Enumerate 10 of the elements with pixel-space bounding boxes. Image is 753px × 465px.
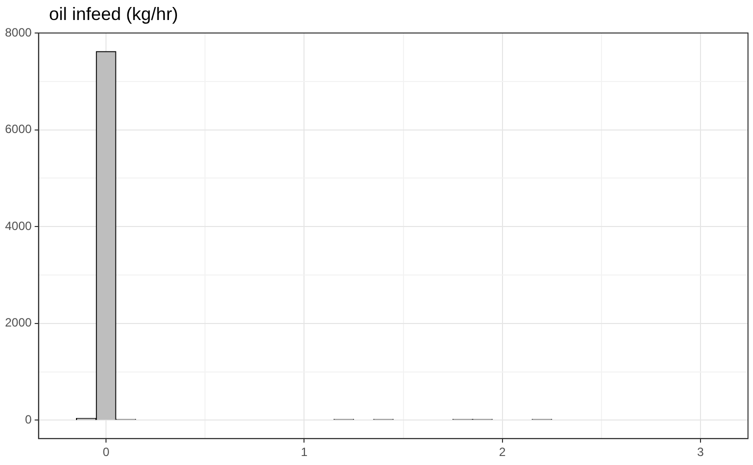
- x-tick-label: 2: [498, 445, 506, 460]
- y-tick-label: 8000: [4, 25, 32, 40]
- x-tick-label: 1: [300, 445, 308, 460]
- x-tick-label: 0: [102, 445, 110, 460]
- chart-title: oil infeed (kg/hr): [49, 4, 178, 25]
- y-tick-label: 2000: [4, 316, 32, 330]
- x-tick-label: 3: [697, 445, 704, 460]
- y-tick-label: 4000: [4, 218, 32, 233]
- y-tick-label: 0: [25, 412, 32, 427]
- y-tick-label: 6000: [4, 122, 32, 136]
